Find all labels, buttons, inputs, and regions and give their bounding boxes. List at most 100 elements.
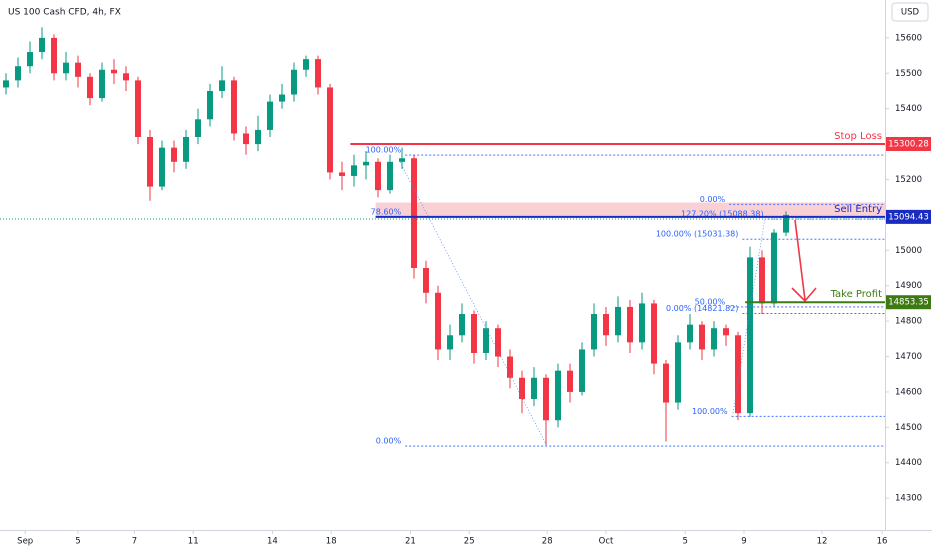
- x-tick-label: Oct: [599, 537, 614, 547]
- candle-body: [255, 129, 261, 145]
- candle-body: [615, 306, 621, 336]
- candle-body: [555, 370, 561, 421]
- candle-body: [279, 94, 285, 102]
- candle-body: [411, 158, 417, 269]
- candle-body: [195, 119, 201, 138]
- y-tick-label: 14700: [895, 352, 922, 362]
- candle-body: [687, 324, 693, 343]
- x-tick-label: 5: [682, 537, 687, 547]
- level-price-box: [886, 136, 931, 151]
- x-tick-label: 25: [464, 537, 475, 547]
- candle-body: [267, 101, 273, 130]
- y-tick-label: 15600: [895, 33, 922, 43]
- x-tick-label: 11: [188, 537, 199, 547]
- candle-body: [327, 87, 333, 173]
- currency-label[interactable]: USD: [901, 8, 920, 18]
- fib-trend-line: [399, 161, 548, 447]
- candle-body: [387, 161, 393, 191]
- candle-body: [423, 268, 429, 293]
- fib-label: 78.60%: [371, 207, 402, 216]
- y-tick-label: 14600: [895, 387, 922, 397]
- arrow-shaft: [794, 219, 806, 301]
- level-price-box: [886, 209, 931, 224]
- candle-body: [171, 147, 177, 162]
- candle-body: [447, 335, 453, 350]
- candle-body: [147, 137, 153, 187]
- candle-body: [243, 133, 249, 145]
- x-tick-label: 9: [741, 537, 746, 547]
- level-price-label: 15094.43: [888, 212, 929, 222]
- candle-body: [771, 232, 777, 304]
- sell-zone: [375, 202, 885, 217]
- candle-body: [459, 314, 465, 336]
- level-price-label: 14853.35: [888, 298, 929, 308]
- candle-body: [603, 314, 609, 336]
- candle-body: [435, 292, 441, 350]
- candle-body: [507, 356, 513, 378]
- candle-body: [711, 328, 717, 350]
- candle-body: [519, 377, 525, 400]
- level-price-box: [886, 295, 931, 310]
- plot-area: [3, 27, 885, 447]
- y-tick-label: 15000: [895, 246, 922, 256]
- candle-body: [123, 73, 129, 81]
- x-tick-label: 18: [326, 537, 337, 547]
- candle-body: [543, 377, 549, 421]
- level-name: Stop Loss: [834, 131, 882, 142]
- candle-body: [495, 328, 501, 357]
- y-tick-label: 15200: [895, 175, 922, 185]
- candle-body: [219, 80, 225, 91]
- candle-body: [375, 161, 381, 191]
- candle-body: [639, 303, 645, 343]
- candle-body: [471, 314, 477, 353]
- candle-body: [723, 328, 729, 336]
- y-tick-label: 14900: [895, 281, 922, 291]
- y-tick-label: 15500: [895, 69, 922, 79]
- arrow-head: [791, 287, 817, 303]
- candle-body: [579, 349, 585, 392]
- candle-body: [159, 147, 165, 187]
- candle-body: [99, 69, 105, 99]
- fib-label: 50.00%: [695, 297, 726, 306]
- candle-body: [759, 257, 765, 304]
- fib-label: 0.00%: [376, 437, 402, 446]
- candle-body: [207, 90, 213, 120]
- candle-body: [315, 59, 321, 88]
- candle-body: [111, 69, 117, 74]
- candle-body: [135, 80, 141, 138]
- candle-body: [63, 62, 69, 74]
- level-price-label: 15300.28: [888, 139, 929, 149]
- fib-label: 0.00%: [700, 195, 726, 204]
- y-tick-label: 15400: [895, 104, 922, 114]
- candle-body: [15, 66, 21, 81]
- candle-body: [3, 80, 9, 88]
- chart-title: US 100 Cash CFD, 4h, FX: [8, 8, 121, 18]
- x-tick-label: 7: [132, 537, 137, 547]
- candle-body: [303, 59, 309, 70]
- x-tick-label: 16: [877, 537, 888, 547]
- fib-label: 0.00% (14821.82): [666, 304, 738, 313]
- candle-body: [51, 37, 57, 74]
- candle-body: [399, 158, 405, 162]
- x-tick-label: 14: [267, 537, 278, 547]
- candle-body: [231, 80, 237, 134]
- candle-body: [675, 342, 681, 403]
- candle-body: [627, 306, 633, 343]
- candle-body: [699, 324, 705, 350]
- candle-body: [783, 214, 789, 233]
- candle-body: [183, 137, 189, 162]
- candle-body: [291, 69, 297, 95]
- candle-body: [531, 377, 537, 400]
- candle-body: [339, 172, 345, 176]
- candle-body: [747, 257, 753, 414]
- candle-body: [351, 165, 357, 176]
- candle-body: [591, 314, 597, 350]
- x-tick-label: 21: [405, 537, 416, 547]
- fib-label: 127.20% (15088.38): [681, 210, 764, 219]
- currency-box[interactable]: [891, 2, 929, 22]
- fib-label: 100.00% (15031.38): [656, 230, 739, 239]
- candle-body: [567, 370, 573, 392]
- x-tick-label: Sep: [17, 537, 33, 547]
- candle-body: [39, 37, 45, 53]
